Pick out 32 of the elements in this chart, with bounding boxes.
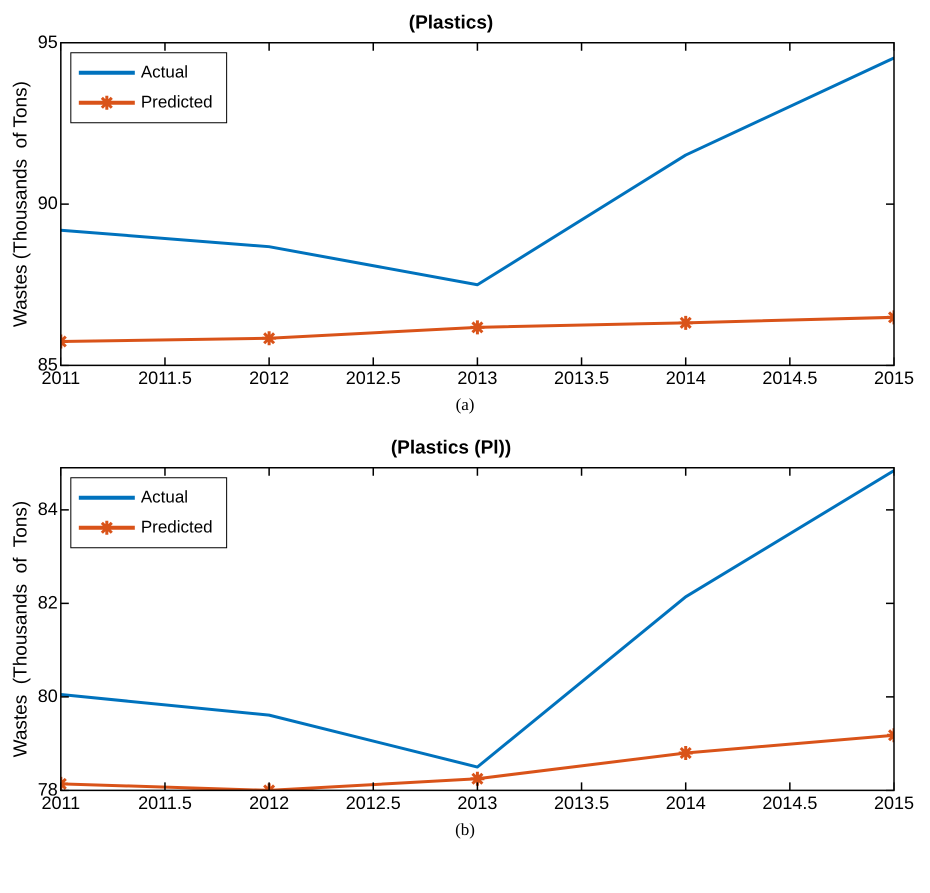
legend-label: Predicted bbox=[140, 92, 213, 112]
y-tick-label: 82 bbox=[38, 592, 58, 612]
x-tick-label: 2011.5 bbox=[138, 368, 192, 388]
x-tick-label: 2014.5 bbox=[762, 368, 818, 388]
x-tick-label: 2014 bbox=[666, 793, 706, 814]
text: (b) bbox=[454, 819, 476, 841]
x-tick-label: 2012 bbox=[249, 793, 290, 814]
y-tick-label: 84 bbox=[38, 498, 58, 519]
x-tick-label: 2014.5 bbox=[762, 793, 818, 814]
chart-title: (Plastics (Pl)) bbox=[390, 438, 512, 459]
x-tick-label: 2012 bbox=[249, 368, 290, 388]
y-axis-title: Wastes (Thousands of Tons) bbox=[10, 81, 32, 328]
x-tick-label: 2013 bbox=[457, 793, 498, 814]
legend-label: Actual bbox=[140, 487, 188, 506]
x-tick-label: 2011.5 bbox=[138, 793, 192, 814]
x-tick-label: 2013.5 bbox=[554, 368, 610, 388]
y-tick-label: 80 bbox=[38, 686, 58, 706]
legend-label: Predicted bbox=[140, 517, 213, 536]
x-tick-label: 2015 bbox=[874, 368, 914, 388]
chart-title: (Plastics) bbox=[408, 12, 494, 34]
text: (a) bbox=[454, 394, 476, 416]
legend-label: Actual bbox=[140, 62, 188, 82]
y-tick-label: 95 bbox=[38, 32, 58, 52]
point bbox=[468, 318, 486, 336]
x-tick-label: 2013 bbox=[457, 368, 498, 388]
x-tick-label: 2013.5 bbox=[554, 793, 610, 814]
y-tick-label: 90 bbox=[38, 193, 58, 214]
x-tick-label: 2014 bbox=[666, 368, 706, 388]
y-axis-title: Wastes (Thousands of Tons) bbox=[10, 500, 32, 758]
x-tick-label: 2015 bbox=[874, 793, 914, 814]
x-tick-label: 2012.5 bbox=[346, 368, 401, 388]
x-tick-label: 2012.5 bbox=[346, 793, 401, 814]
